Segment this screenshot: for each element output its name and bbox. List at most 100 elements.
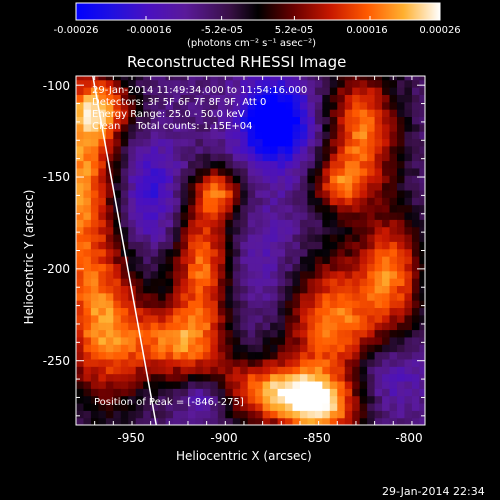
heatmap-cell (255, 351, 264, 360)
heatmap-cell (76, 358, 85, 367)
heatmap-cell (187, 131, 197, 140)
heatmap-cell (240, 116, 249, 125)
heatmap-cell (225, 87, 234, 95)
heatmap-cell (158, 292, 167, 301)
heatmap-cell (344, 322, 353, 331)
heatmap-cell (173, 329, 182, 338)
heatmap-cell (329, 145, 338, 154)
heatmap-cell (98, 300, 107, 309)
heatmap-cell (105, 351, 114, 360)
heatmap-cell (128, 138, 137, 147)
heatmap-cell (314, 300, 323, 309)
heatmap-cell (105, 101, 114, 110)
heatmap-cell (113, 189, 122, 198)
heatmap-cell (299, 160, 309, 169)
heatmap-cell (98, 153, 107, 162)
heatmap-cell (90, 182, 99, 191)
heatmap-cell (314, 351, 323, 360)
heatmap-cell (165, 109, 174, 118)
heatmap-cell (76, 76, 85, 81)
heatmap-cell (270, 131, 279, 140)
heatmap-cell (180, 314, 189, 323)
heatmap-cell (329, 182, 338, 191)
heatmap-cell (128, 101, 137, 110)
heatmap-cell (247, 322, 256, 331)
heatmap-cell (98, 197, 107, 206)
heatmap-cell (98, 417, 107, 425)
heatmap-cell (76, 211, 85, 220)
heatmap-cell (255, 101, 264, 110)
heatmap-cell (135, 373, 144, 382)
heatmap-cell (404, 402, 413, 411)
heatmap-cell (322, 263, 331, 272)
heatmap-cell (120, 160, 129, 169)
heatmap-cell (128, 410, 137, 419)
heatmap-cell (389, 336, 398, 345)
heatmap-cell (389, 226, 398, 235)
heatmap-cell (143, 410, 152, 419)
heatmap-cell (262, 373, 271, 382)
heatmap-cell (382, 336, 391, 345)
heatmap-cell (322, 336, 331, 345)
heatmap-cell (307, 358, 316, 367)
heatmap-cell (247, 101, 256, 110)
heatmap-cell (210, 109, 219, 118)
heatmap-cell (143, 204, 152, 213)
heatmap-cell (143, 263, 152, 272)
heatmap-cell (105, 417, 114, 425)
heatmap-cell (359, 366, 368, 375)
heatmap-cell (374, 138, 383, 147)
heatmap-cell (255, 322, 264, 331)
heatmap-cell (247, 292, 256, 301)
heatmap-cell (173, 285, 182, 294)
heatmap-cell (292, 175, 301, 184)
heatmap-cell (128, 79, 137, 88)
heatmap-cell (113, 329, 122, 338)
heatmap-cell (404, 388, 413, 397)
heatmap-cell (411, 300, 421, 309)
heatmap-cell (285, 76, 294, 81)
heatmap-cell (120, 307, 129, 316)
heatmap-cell (359, 197, 368, 206)
heatmap-cell (277, 292, 286, 301)
heatmap-cell (404, 300, 413, 309)
heatmap-cell (389, 167, 398, 176)
heatmap-cell (352, 402, 361, 411)
heatmap-cell (367, 402, 376, 411)
heatmap-cell (225, 329, 234, 338)
heatmap-cell (374, 197, 383, 206)
heatmap-cell (352, 336, 361, 345)
heatmap-cell (195, 175, 204, 184)
heatmap-cell (382, 101, 391, 110)
heatmap-cell (120, 101, 129, 110)
heatmap-cell (187, 116, 197, 125)
heatmap-cell (359, 248, 368, 257)
heatmap-cell (105, 76, 114, 81)
heatmap-cell (292, 329, 301, 338)
heatmap-cell (143, 285, 152, 294)
heatmap-cell (419, 145, 425, 154)
heatmap-cell (113, 233, 122, 242)
heatmap-cell (98, 307, 107, 316)
heatmap-cell (217, 160, 226, 169)
heatmap-cell (195, 197, 204, 206)
heatmap-cell (255, 87, 264, 95)
heatmap-cell (314, 219, 323, 228)
heatmap-cell (299, 395, 309, 404)
heatmap-cell (262, 366, 271, 375)
heatmap-cell (404, 160, 413, 169)
heatmap-cell (307, 366, 316, 375)
heatmap-cell (397, 219, 406, 228)
heatmap-cell (120, 402, 129, 411)
heatmap-cell (90, 402, 99, 411)
heatmap-cell (329, 300, 338, 309)
heatmap-cell (270, 153, 279, 162)
heatmap-cell (247, 307, 256, 316)
heatmap-cell (76, 292, 85, 301)
heatmap-cell (329, 138, 338, 147)
heatmap-cell (180, 211, 189, 220)
heatmap-cell (255, 373, 264, 382)
heatmap-cell (285, 314, 294, 323)
heatmap-cell (128, 116, 137, 125)
